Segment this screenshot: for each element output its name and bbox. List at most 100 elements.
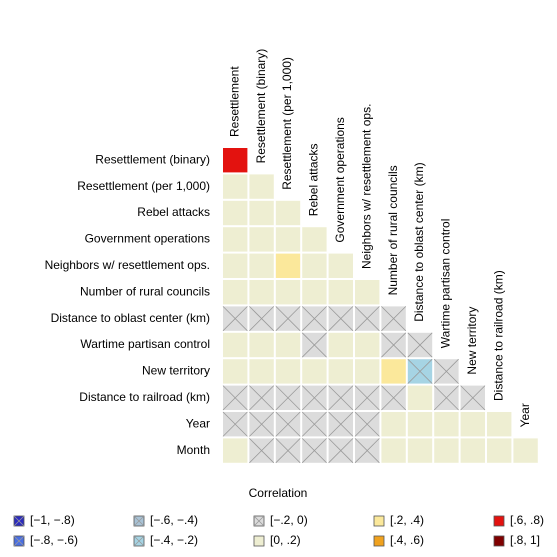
- cell: [328, 280, 353, 305]
- cell: [223, 200, 248, 226]
- cell-cross: [222, 411, 248, 437]
- cell: [223, 359, 248, 384]
- cell-cross: [433, 358, 459, 384]
- legend-label: [−.2, 0): [270, 513, 308, 527]
- legend-cross: [133, 535, 145, 547]
- cell: [355, 359, 380, 384]
- cell-cross: [275, 306, 301, 332]
- cell: [249, 227, 274, 252]
- cell-cross: [354, 306, 380, 332]
- row-label: Government operations: [85, 232, 210, 246]
- cell: [381, 359, 406, 384]
- legend-swatch: [373, 535, 385, 547]
- cell-cross: [354, 438, 380, 464]
- cell-cross: [354, 411, 380, 437]
- row-label: Number of rural councils: [80, 284, 210, 298]
- cell-cross: [381, 385, 407, 411]
- cell-cross: [433, 385, 459, 411]
- row-label: Year: [186, 416, 210, 430]
- row-label: Resettlement (binary): [95, 152, 210, 166]
- legend-label: [.6, .8): [510, 513, 544, 527]
- cell: [223, 438, 248, 463]
- cell: [434, 438, 459, 463]
- cell: [328, 332, 353, 358]
- cell-cross: [381, 306, 407, 332]
- cell: [328, 253, 353, 278]
- row-label: Rebel attacks: [137, 205, 210, 219]
- legend-cross: [13, 515, 25, 527]
- cell-cross: [381, 332, 407, 358]
- legend-label: [−.4, −.2): [150, 533, 198, 547]
- cell: [223, 174, 248, 199]
- cell: [513, 438, 538, 463]
- cell: [407, 412, 433, 437]
- column-label: Year: [518, 403, 532, 427]
- column-label: Resettlement (per 1,000): [280, 57, 294, 190]
- cell-cross: [301, 438, 327, 464]
- cell-cross: [354, 385, 380, 411]
- legend-cross: [133, 515, 145, 527]
- cell: [407, 438, 433, 463]
- column-label: Distance to oblast center (km): [412, 162, 426, 321]
- column-label: Wartime partisan control: [439, 219, 453, 349]
- column-label: Number of rural councils: [386, 165, 400, 295]
- cell: [328, 359, 353, 384]
- cell-cross: [249, 306, 275, 332]
- legend-label: [−.8, −.6): [30, 533, 78, 547]
- cell: [249, 359, 274, 384]
- legend-label: [.8, 1]: [510, 533, 540, 547]
- cell: [275, 227, 301, 252]
- legend-swatch: [493, 515, 505, 527]
- cell-cross: [275, 438, 301, 464]
- row-label: Wartime partisan control: [80, 337, 210, 351]
- cell-cross: [328, 306, 354, 332]
- cell: [249, 253, 274, 278]
- cell: [434, 412, 459, 437]
- column-label: Resettlement (binary): [254, 49, 268, 164]
- cell-cross: [249, 438, 275, 464]
- cell: [302, 359, 327, 384]
- cell: [407, 385, 433, 410]
- column-label: Rebel attacks: [307, 143, 321, 216]
- cell: [249, 200, 274, 226]
- cell-cross: [249, 411, 275, 437]
- legend-swatch: [253, 535, 265, 547]
- row-label: Resettlement (per 1,000): [77, 179, 210, 193]
- row-label: Month: [177, 443, 210, 457]
- legend-cross: [253, 515, 265, 527]
- cell-cross: [301, 411, 327, 437]
- legend-cross: [13, 535, 25, 547]
- cell-cross: [328, 438, 354, 464]
- cell: [223, 148, 248, 173]
- cell-cross: [301, 385, 327, 411]
- legend-label: [−.6, −.4): [150, 513, 198, 527]
- column-label: Resettlement: [227, 66, 241, 137]
- cell: [487, 438, 512, 463]
- column-label: Neighbors w/ resettlement ops.: [359, 104, 373, 269]
- cell: [249, 280, 274, 305]
- legend-label: [−1, −.8): [30, 513, 75, 527]
- cell: [249, 174, 274, 199]
- cell-cross: [407, 358, 433, 384]
- cell: [487, 412, 512, 437]
- legend-label: [.2, .4): [390, 513, 424, 527]
- cell: [275, 332, 301, 358]
- legend-label: [0, .2): [270, 533, 301, 547]
- cell: [460, 412, 485, 437]
- cell-cross: [407, 332, 433, 358]
- cell-cross: [222, 385, 248, 411]
- column-label: New territory: [465, 307, 479, 375]
- cell-cross: [249, 385, 275, 411]
- cell: [223, 227, 248, 252]
- cell: [275, 359, 301, 384]
- legend-swatch: [493, 535, 505, 547]
- cell: [355, 332, 380, 358]
- legend-title: Correlation: [249, 486, 308, 500]
- cell: [223, 332, 248, 358]
- cell: [302, 280, 327, 305]
- cell-cross: [328, 385, 354, 411]
- cell: [223, 280, 248, 305]
- cell: [355, 280, 380, 305]
- row-label: Distance to oblast center (km): [51, 311, 210, 325]
